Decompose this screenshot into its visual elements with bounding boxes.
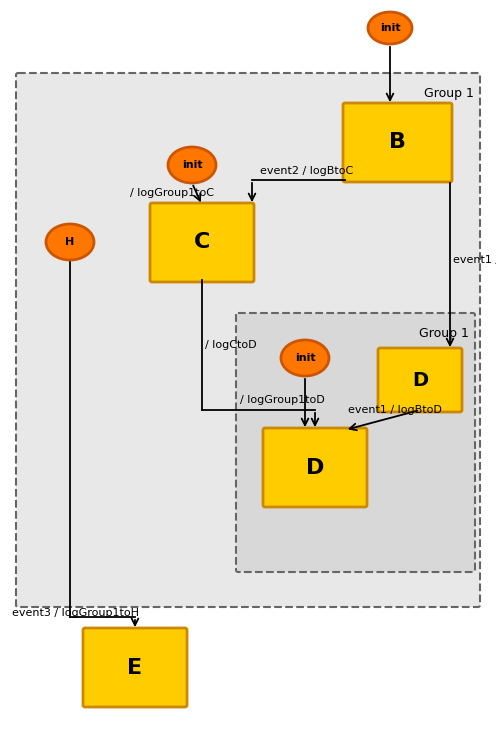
Ellipse shape bbox=[168, 147, 216, 183]
FancyBboxPatch shape bbox=[83, 628, 187, 707]
Text: / logGroup1toC: / logGroup1toC bbox=[130, 188, 214, 198]
Text: E: E bbox=[127, 658, 142, 677]
FancyBboxPatch shape bbox=[236, 313, 475, 572]
Text: C: C bbox=[194, 232, 210, 252]
Text: B: B bbox=[389, 133, 406, 152]
Text: event1 / logBtoD: event1 / logBtoD bbox=[453, 255, 496, 265]
Text: init: init bbox=[379, 23, 400, 33]
Text: D: D bbox=[306, 457, 324, 477]
FancyBboxPatch shape bbox=[343, 103, 452, 182]
FancyBboxPatch shape bbox=[378, 348, 462, 412]
FancyBboxPatch shape bbox=[16, 73, 480, 607]
Text: / logGroup1toD: / logGroup1toD bbox=[240, 395, 325, 405]
Text: event3 / logGroup1toH: event3 / logGroup1toH bbox=[12, 608, 139, 618]
FancyBboxPatch shape bbox=[263, 428, 367, 507]
FancyBboxPatch shape bbox=[150, 203, 254, 282]
Ellipse shape bbox=[368, 12, 412, 44]
Text: event2 / logBtoC: event2 / logBtoC bbox=[260, 166, 353, 176]
Ellipse shape bbox=[281, 340, 329, 376]
Text: D: D bbox=[412, 370, 428, 389]
Text: / logCtoD: / logCtoD bbox=[205, 340, 256, 350]
Text: H: H bbox=[65, 237, 74, 247]
Ellipse shape bbox=[46, 224, 94, 260]
Text: event1 / logBtoD: event1 / logBtoD bbox=[348, 405, 442, 415]
Text: init: init bbox=[295, 353, 315, 363]
Text: init: init bbox=[182, 160, 202, 170]
Text: Group 1: Group 1 bbox=[424, 87, 474, 100]
Text: Group 1: Group 1 bbox=[419, 327, 469, 340]
